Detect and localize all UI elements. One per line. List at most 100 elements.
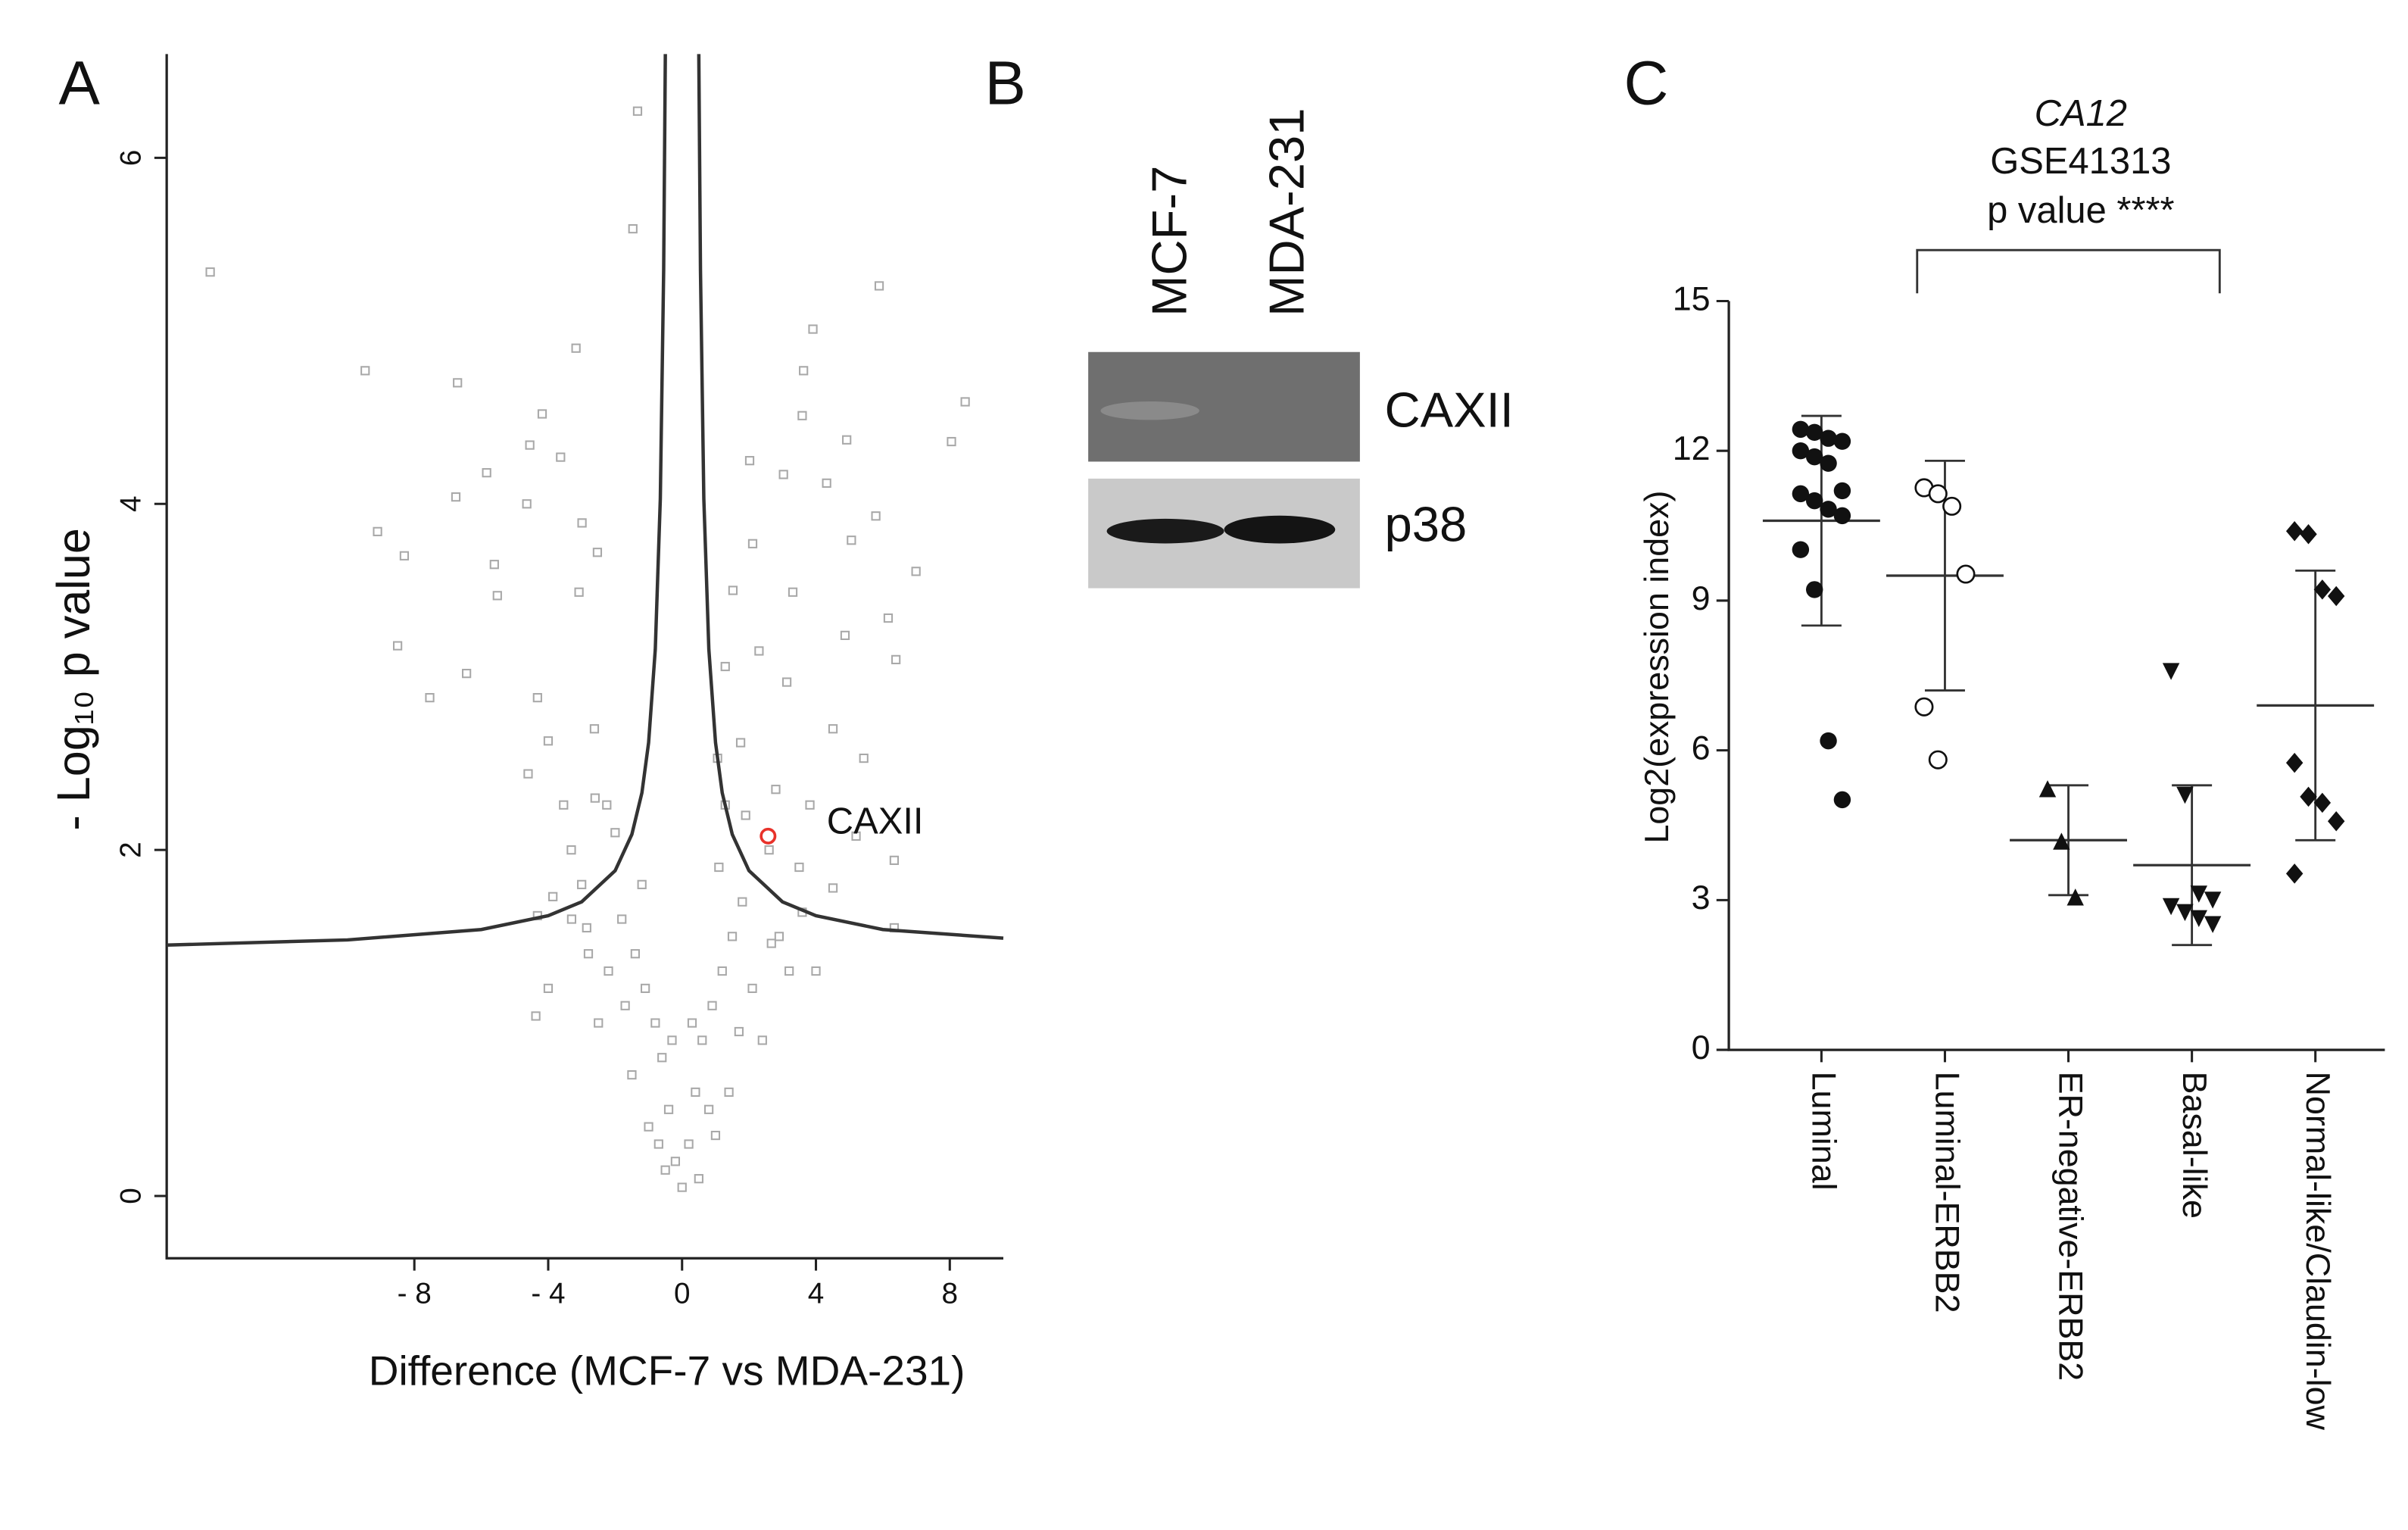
data-point: [660, 1165, 670, 1175]
data-point: [717, 966, 727, 976]
data-point: [670, 1157, 681, 1166]
data-point: [859, 753, 869, 763]
data-point: [799, 366, 809, 376]
data-point: [811, 966, 821, 976]
threshold-curve: [167, 54, 667, 948]
chart-title: p value ****: [1987, 190, 2174, 231]
data-point: [828, 724, 838, 734]
data-point: [2285, 863, 2304, 884]
data-point: [589, 724, 600, 734]
data-point: [582, 923, 591, 933]
x-tick-label: 0: [674, 1277, 691, 1310]
x-tick-label: ER-negative-ERBB2: [2052, 1072, 2091, 1382]
data-point: [1833, 432, 1851, 450]
data-point: [874, 281, 884, 291]
data-point: [797, 411, 807, 420]
x-tick-label: - 8: [398, 1277, 432, 1310]
y-axis-label: - Log₁₀ p value: [48, 528, 99, 831]
data-point: [641, 983, 650, 994]
data-point: [2162, 663, 2180, 680]
data-point: [590, 793, 600, 803]
data-point: [594, 1018, 604, 1028]
data-point: [714, 862, 724, 873]
data-point: [559, 800, 569, 810]
x-tick-label: 8: [942, 1277, 959, 1310]
data-point: [628, 223, 638, 234]
data-point: [771, 785, 781, 795]
y-tick-label: 9: [1692, 579, 1711, 617]
data-point: [2204, 891, 2222, 909]
data-point: [687, 1018, 697, 1028]
data-point: [532, 693, 542, 703]
annotation: CAXII: [827, 801, 924, 842]
data-point: [523, 769, 533, 779]
data-point: [556, 452, 566, 462]
y-axis-label: Log2(expression index): [1637, 491, 1676, 844]
data-point: [537, 409, 547, 419]
data-point: [2300, 524, 2317, 545]
data-point: [1820, 454, 1837, 472]
data-point: [1792, 541, 1810, 558]
y-tick-label: 4: [115, 496, 148, 513]
chart-title: GSE41313: [1990, 141, 2171, 182]
lane-label: MCF-7: [1141, 166, 1196, 317]
data-point: [451, 492, 461, 502]
data-point: [2066, 888, 2084, 906]
lane-label: MDA-231: [1259, 108, 1314, 316]
data-point: [620, 1001, 630, 1010]
data-point: [851, 831, 861, 841]
data-point: [566, 914, 577, 924]
data-point: [911, 567, 921, 576]
data-point: [1942, 496, 1962, 516]
data-point: [571, 343, 581, 353]
data-point: [2162, 898, 2180, 916]
x-tick-label: Basal-like: [2176, 1072, 2214, 1219]
data-point: [757, 1035, 767, 1045]
data-point: [1833, 507, 1851, 525]
data-point: [2176, 904, 2194, 922]
data-point: [734, 1026, 744, 1037]
x-axis-label: Difference (MCF-7 vs MDA-231): [369, 1347, 965, 1394]
y-tick-label: 2: [115, 842, 148, 858]
data-point: [592, 548, 603, 557]
data-point: [1820, 732, 1837, 750]
data-point: [2313, 792, 2332, 813]
data-point: [1792, 485, 1810, 503]
data-point: [684, 1139, 694, 1149]
data-point: [720, 661, 730, 672]
data-point: [1820, 501, 1837, 518]
x-tick-label: Luminal: [1805, 1072, 1844, 1191]
data-point: [1914, 697, 1934, 717]
western-blot: [1088, 351, 1360, 589]
data-point: [741, 810, 750, 820]
data-point: [724, 1087, 734, 1098]
data-point: [2204, 916, 2222, 933]
data-point: [847, 536, 856, 545]
data-point: [617, 914, 627, 924]
data-point: [788, 587, 798, 597]
data-point: [1806, 492, 1823, 510]
data-point: [2328, 810, 2345, 832]
data-point: [1956, 564, 1976, 584]
data-point: [891, 654, 901, 664]
data-point: [728, 585, 738, 595]
y-tick-label: 15: [1673, 279, 1711, 317]
data-point: [610, 828, 620, 838]
x-tick-label: Normal-like/Claudin-low: [2299, 1072, 2338, 1431]
data-point: [727, 932, 738, 941]
data-point: [794, 862, 804, 873]
data-point: [453, 378, 463, 388]
data-point: [627, 1069, 637, 1080]
data-point: [2190, 910, 2207, 928]
data-point: [694, 1174, 703, 1184]
data-point: [392, 641, 403, 651]
data-point: [883, 613, 894, 623]
data-point: [482, 468, 491, 478]
data-point: [632, 106, 643, 116]
data-point: [1833, 482, 1851, 500]
blot-band: [1224, 515, 1336, 544]
data-point: [583, 949, 594, 959]
blot-band: [1106, 518, 1224, 544]
data-point: [842, 435, 852, 445]
data-point: [738, 897, 747, 907]
